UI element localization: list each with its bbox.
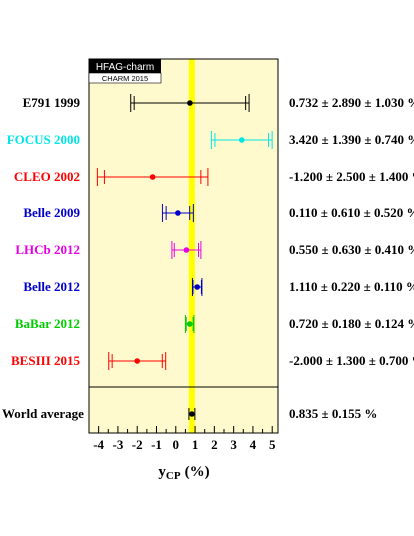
data-point — [149, 174, 156, 180]
x-tick-label: 0 — [173, 437, 180, 452]
x-tick-label: -3 — [113, 437, 124, 452]
measurement-label: BaBar 2012 — [15, 316, 80, 331]
measurement-value: 1.110 ± 0.220 ± 0.110 % — [289, 279, 414, 294]
measurement-row: Belle 2012 1.110 ± 0.220 ± 0.110 % — [23, 278, 414, 296]
data-point — [175, 210, 181, 216]
data-point — [183, 247, 190, 253]
x-tick-label: 2 — [211, 437, 218, 452]
x-axis-title-unit: (%) — [185, 464, 210, 480]
plot-panel — [88, 58, 279, 434]
measurement-row: E791 1999 0.732 ± 2.890 ± 1.030 % — [23, 94, 414, 112]
data-point — [189, 411, 195, 417]
data-point — [187, 100, 193, 106]
data-point — [238, 137, 245, 143]
x-tick-label: 1 — [192, 437, 199, 452]
measurement-label: Belle 2012 — [23, 279, 80, 294]
x-tick-label: -4 — [93, 437, 104, 452]
measurement-label: Belle 2009 — [23, 205, 80, 220]
world-average-row: World average 0.835 ± 0.155 % — [2, 406, 377, 421]
x-tick-label: 4 — [250, 437, 257, 452]
measurement-row: LHCb 2012 0.550 ± 0.630 ± 0.410 % — [15, 241, 414, 259]
average-band — [188, 59, 195, 433]
measurement-value: -1.200 ± 2.500 ± 1.400 % — [289, 169, 414, 184]
measurement-label: BESIII 2015 — [11, 353, 80, 368]
measurement-value: 3.420 ± 1.390 ± 0.740 % — [289, 132, 414, 147]
measurement-label: FOCUS 2000 — [7, 132, 80, 147]
hfag-badge-title: HFAG-charm — [96, 62, 154, 73]
data-point — [194, 284, 200, 290]
x-tick-label: -2 — [132, 437, 143, 452]
hfag-badge-top — [89, 59, 161, 73]
measurement-label: E791 1999 — [23, 95, 81, 110]
measurement-value: 0.110 ± 0.610 ± 0.520 % — [289, 205, 414, 220]
hfag-badge-subtitle: CHARM 2015 — [102, 74, 148, 83]
measurement-label: World average — [2, 406, 84, 421]
x-tick-label: 5 — [269, 437, 276, 452]
x-axis-title: yCP (%) — [158, 464, 209, 482]
hfag-badge-bottom — [88, 72, 162, 84]
x-axis-title-main: y — [158, 464, 166, 480]
data-point — [134, 358, 141, 364]
measurement-row: BESIII 2015 -2.000 ± 1.300 ± 0.700 % — [11, 352, 414, 370]
x-tick-label: -1 — [151, 437, 162, 452]
measurement-row: FOCUS 2000 3.420 ± 1.390 ± 0.740 % — [7, 131, 414, 149]
x-tick-label: 3 — [230, 437, 237, 452]
data-point — [186, 321, 193, 327]
measurement-row: BaBar 2012 0.720 ± 0.180 ± 0.124 % — [15, 315, 414, 333]
measurement-value: 0.550 ± 0.630 ± 0.410 % — [289, 242, 414, 257]
measurement-value: 0.720 ± 0.180 ± 0.124 % — [289, 316, 414, 331]
measurement-value: 0.835 ± 0.155 % — [289, 406, 377, 421]
measurement-value: -2.000 ± 1.300 ± 0.700 % — [289, 353, 414, 368]
measurement-label: CLEO 2002 — [14, 169, 80, 184]
measurement-row: CLEO 2002 -1.200 ± 2.500 ± 1.400 % — [14, 168, 414, 186]
measurement-value: 0.732 ± 2.890 ± 1.030 % — [289, 95, 414, 110]
hfag-badge: HFAG-charm CHARM 2015 — [88, 59, 162, 84]
x-axis-title-sub: CP — [166, 470, 181, 482]
measurement-label: LHCb 2012 — [15, 242, 80, 257]
measurement-row: Belle 2009 0.110 ± 0.610 ± 0.520 % — [23, 204, 414, 222]
